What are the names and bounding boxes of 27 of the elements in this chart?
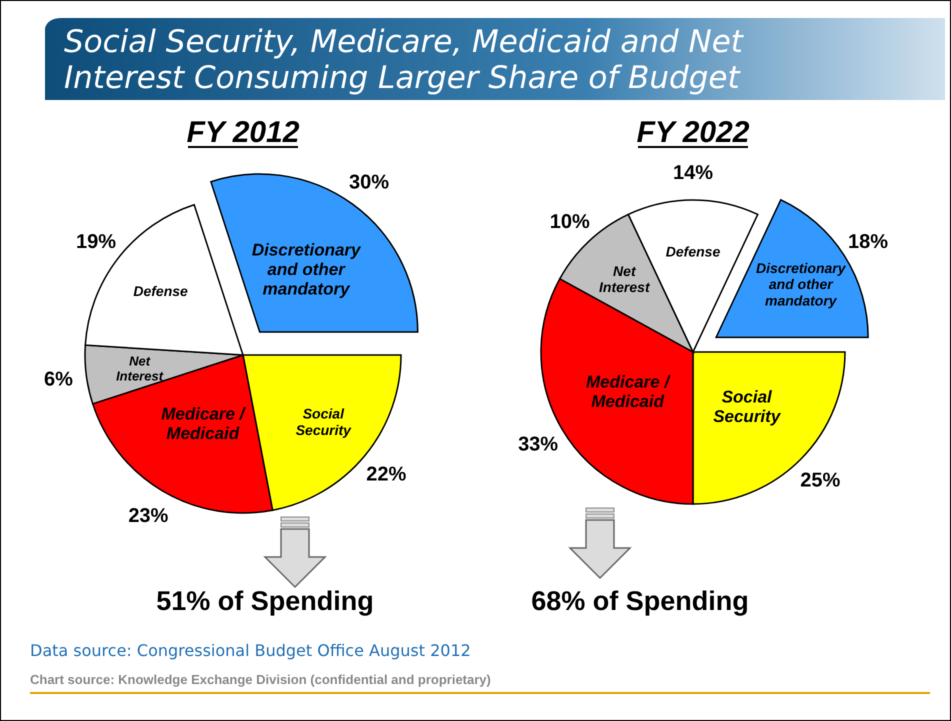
chart-title: FY 2012: [186, 116, 300, 149]
text: 68% of Spending: [531, 586, 749, 616]
data-label: 14%: [672, 162, 714, 184]
source-note: Data source: Congressional Budget Office August 2012: [30, 641, 471, 660]
slice-label: Discretionary and other mandatory: [252, 240, 362, 298]
slice-label: Medicare / Medicaid: [161, 404, 247, 444]
chart-title: FY 2022: [636, 116, 750, 149]
slice-label: Medicare / Medicaid: [586, 372, 672, 411]
data-label: 33%: [518, 434, 558, 456]
text: Chart source: Knowledge Exchange Division (confidential and proprietary): [30, 672, 491, 687]
text: Social Security, Medicare, Medicaid and Net Interest Consuming Larger Share of Budget: [64, 24, 745, 96]
data-label: 18%: [848, 230, 888, 253]
data-label: 30%: [349, 172, 390, 194]
slice-label: Net Interest: [116, 353, 164, 384]
data-label: 23%: [128, 505, 169, 528]
data-label: 25%: [800, 469, 841, 492]
data-label: 22%: [366, 464, 407, 486]
slice-label: Social Security: [296, 406, 352, 438]
data-label: 19%: [76, 231, 116, 253]
slice-label: Defense: [666, 244, 720, 260]
slice-label: Defense: [133, 282, 188, 299]
slice-label: Social Security: [713, 387, 782, 426]
data-label: 6%: [44, 368, 74, 390]
slice-label: Net Interest: [599, 263, 651, 296]
text: 51% of Spending: [156, 586, 374, 616]
data-label: 10%: [550, 210, 590, 233]
slice-label: Discretionary and other mandatory: [756, 260, 847, 308]
